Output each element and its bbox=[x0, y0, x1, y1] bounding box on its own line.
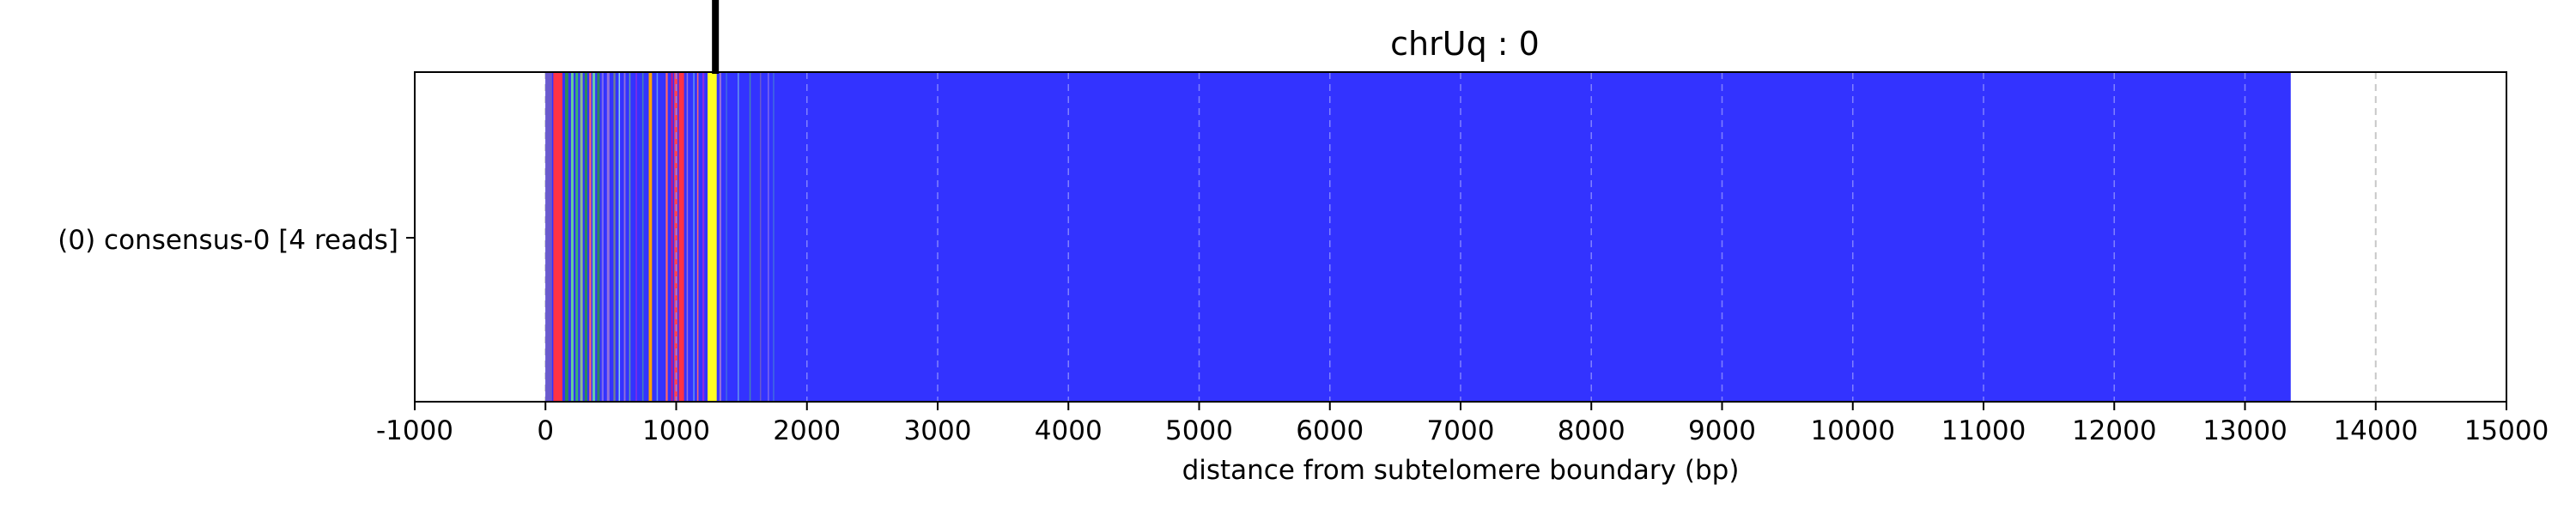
x-tick-label: 9000 bbox=[1688, 415, 1756, 446]
track-segment bbox=[719, 72, 722, 402]
track-segment bbox=[597, 72, 600, 402]
x-tick-label: 7000 bbox=[1427, 415, 1495, 446]
track-segment bbox=[738, 72, 739, 402]
track-segment bbox=[618, 72, 621, 402]
x-tick-label: 15000 bbox=[2464, 415, 2549, 446]
x-tick-label: 3000 bbox=[904, 415, 972, 446]
track-segment bbox=[686, 72, 689, 402]
track-segment bbox=[702, 72, 705, 402]
track-segment bbox=[589, 72, 592, 402]
x-tick-label: 2000 bbox=[773, 415, 841, 446]
track-segment bbox=[553, 72, 563, 402]
track-segment bbox=[606, 72, 610, 402]
x-axis-label: distance from subtelomere boundary (bp) bbox=[1182, 455, 1740, 486]
track-segment bbox=[768, 72, 769, 402]
track-segment bbox=[601, 72, 605, 402]
x-tick-label: -1000 bbox=[376, 415, 453, 446]
x-tick-label: 10000 bbox=[1810, 415, 1895, 446]
track-segment bbox=[641, 72, 644, 402]
x-tick-label: 12000 bbox=[2072, 415, 2157, 446]
track-segment bbox=[665, 72, 668, 402]
x-tick-label: 1000 bbox=[642, 415, 710, 446]
track-segment bbox=[623, 72, 626, 402]
x-tick-label: 5000 bbox=[1165, 415, 1233, 446]
track-segment bbox=[696, 72, 699, 402]
track-segment bbox=[592, 72, 596, 402]
track-segment bbox=[671, 72, 673, 402]
x-tick-label: 11000 bbox=[1941, 415, 2026, 446]
track-segment bbox=[570, 72, 574, 402]
x-tick-label: 13000 bbox=[2202, 415, 2287, 446]
chart-title: chrUq : 0 bbox=[1390, 25, 1540, 63]
track-segment bbox=[773, 72, 775, 402]
track-segment bbox=[656, 72, 659, 402]
x-tick-label: 8000 bbox=[1558, 415, 1625, 446]
track-segment bbox=[693, 72, 695, 402]
track-segment bbox=[613, 72, 616, 402]
track-segment bbox=[726, 72, 727, 402]
x-axis-ticks: -1000 0 1000 2000 3000 4000 5000 6000 7000 8000 90… bbox=[376, 402, 2549, 446]
track-segment bbox=[678, 72, 684, 402]
track-segment bbox=[545, 72, 552, 402]
track-segment bbox=[759, 72, 762, 402]
track-bar bbox=[545, 72, 2291, 402]
track-segment bbox=[674, 72, 678, 402]
track-segment bbox=[575, 72, 579, 402]
x-tick-label: 0 bbox=[537, 415, 554, 446]
track-label: (0) consensus-0 [4 reads] bbox=[58, 225, 398, 256]
track-segment bbox=[635, 72, 637, 402]
x-tick-label: 4000 bbox=[1035, 415, 1103, 446]
track-segment bbox=[584, 72, 587, 402]
x-tick-label: 14000 bbox=[2333, 415, 2418, 446]
track-segment bbox=[580, 72, 583, 402]
track-segment bbox=[749, 72, 751, 402]
track-segment bbox=[629, 72, 631, 402]
track-segment bbox=[565, 72, 568, 402]
x-tick-label: 6000 bbox=[1296, 415, 1364, 446]
track-segment bbox=[648, 72, 653, 402]
track-segment bbox=[708, 72, 717, 402]
track-base bbox=[545, 72, 2291, 402]
